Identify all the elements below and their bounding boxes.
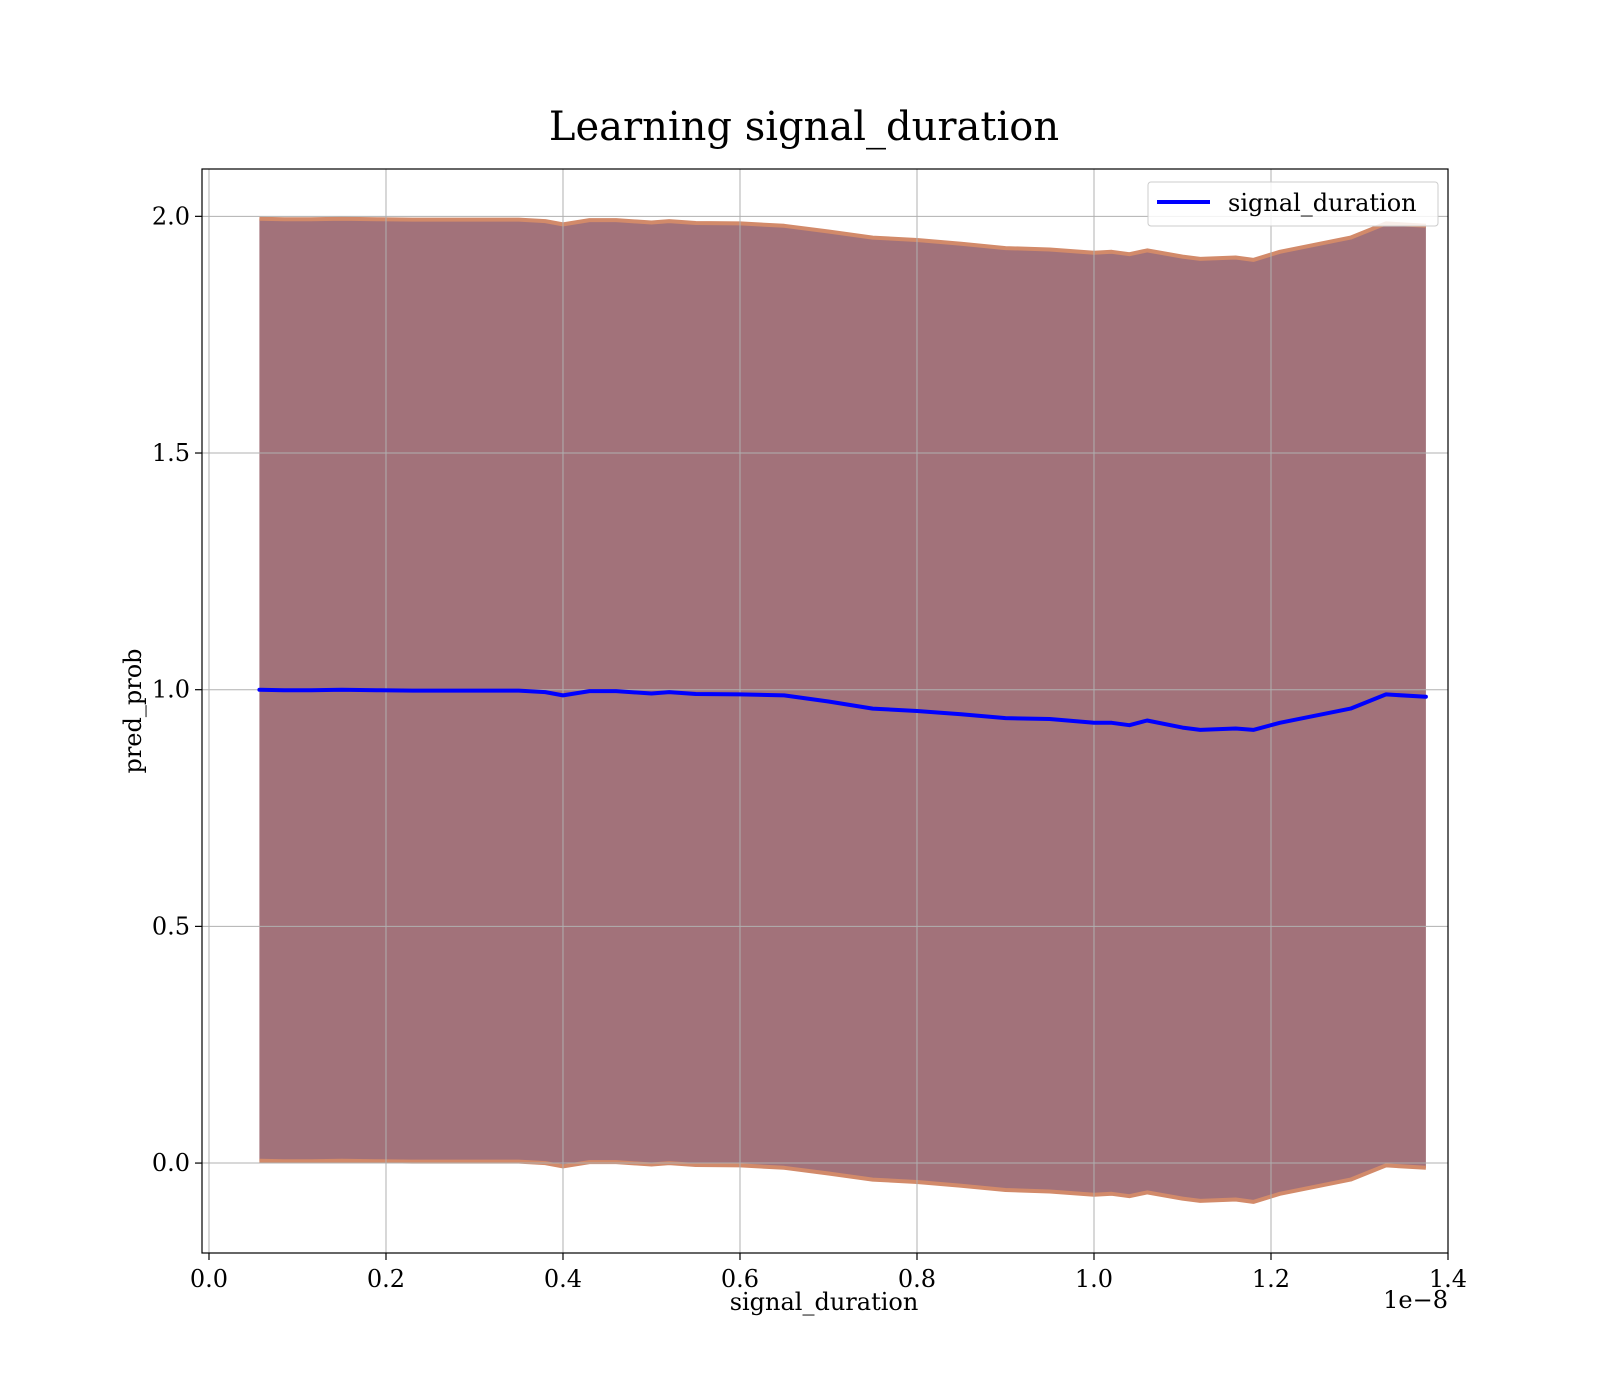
x-tick-label: 1.0 [1075, 1265, 1113, 1293]
band-lower-edge [259, 1158, 1427, 1204]
y-tick-label: 2.0 [152, 202, 190, 230]
x-tick-label: 1.2 [1252, 1265, 1290, 1293]
x-tick-label: 0.8 [898, 1265, 936, 1293]
y-axis-label: pred_prob [119, 648, 147, 773]
y-tick-label: 0.5 [152, 912, 190, 940]
x-axis-label: signal_duration [730, 1288, 919, 1316]
y-tick-label: 0.0 [152, 1149, 190, 1177]
x-tick-label: 0.6 [721, 1265, 759, 1293]
x-axis-ticks: 0.0 0.2 0.4 0.6 0.8 1.0 1.2 1.4 [190, 1253, 1467, 1293]
y-axis-ticks: 0.0 0.5 1.0 1.5 2.0 [152, 202, 202, 1177]
band-upper-edge [259, 216, 1427, 262]
y-tick-label: 1.5 [152, 439, 190, 467]
chart-title: Learning signal_duration [549, 104, 1059, 150]
y-tick-label: 1.0 [152, 676, 190, 704]
x-tick-label: 0.4 [544, 1265, 582, 1293]
x-tick-label: 1.4 [1429, 1265, 1467, 1293]
x-axis-offset-label: 1e−8 [1383, 1286, 1448, 1314]
x-tick-label: 0.0 [190, 1265, 228, 1293]
confidence-band [259, 218, 1426, 1202]
series-line [257, 687, 1428, 732]
confidence-band-layer [259, 216, 1427, 1204]
legend: signal_duration [1147, 181, 1439, 227]
grid-layer [202, 169, 1449, 1253]
chart-title-text: Learning signal_duration [549, 104, 1059, 150]
axes-frame [201, 168, 1449, 1254]
legend-entry-label: signal_duration [1228, 189, 1417, 217]
plot-area [201, 168, 1449, 1254]
series-line-layer [257, 687, 1428, 732]
x-tick-label: 0.2 [367, 1265, 405, 1293]
legend-box [1147, 181, 1439, 227]
